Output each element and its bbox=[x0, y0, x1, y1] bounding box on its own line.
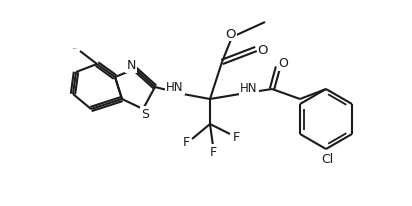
Text: O: O bbox=[258, 44, 268, 57]
Text: HN: HN bbox=[166, 81, 184, 94]
Text: F: F bbox=[232, 131, 239, 144]
Text: S: S bbox=[141, 108, 149, 121]
Text: HN: HN bbox=[240, 82, 258, 95]
Text: N: N bbox=[126, 59, 136, 72]
Text: O: O bbox=[226, 27, 236, 40]
Text: F: F bbox=[209, 146, 217, 159]
Text: O: O bbox=[278, 57, 288, 70]
Text: F: F bbox=[183, 136, 190, 149]
Text: Cl: Cl bbox=[321, 153, 333, 166]
Text: methyl: methyl bbox=[73, 47, 77, 48]
